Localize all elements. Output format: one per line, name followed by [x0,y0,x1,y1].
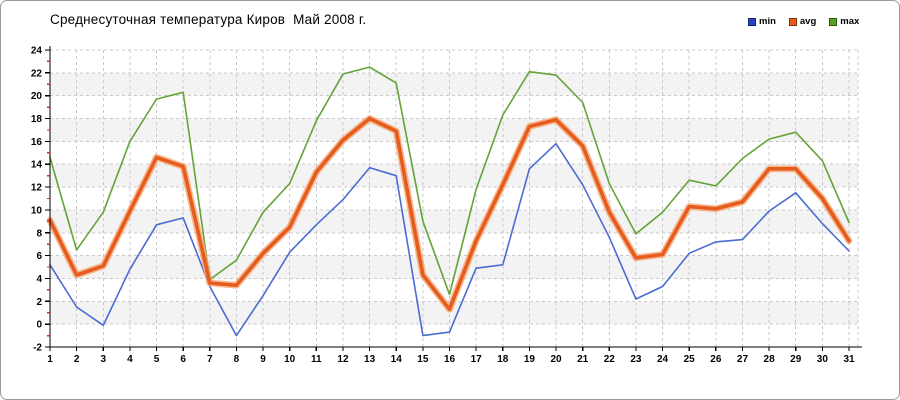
chart-title: Среднесуточная температура Киров Май 200… [50,12,367,27]
x-tick-label: 10 [284,354,296,365]
y-tick-label: -2 [33,343,42,354]
y-tick-label: 10 [31,205,43,216]
x-tick-label: 19 [524,354,536,365]
plot-bands [50,72,858,325]
y-tick-label: 20 [31,91,43,102]
x-tick-label: 22 [604,354,616,365]
x-tick-label: 27 [737,354,749,365]
x-tick-label: 9 [260,354,266,365]
x-tick-label: 17 [471,354,483,365]
x-tick-label: 15 [417,354,429,365]
x-tick-label: 18 [497,354,509,365]
x-tick-label: 20 [550,354,562,365]
x-tick-label: 1 [47,354,53,365]
legend-label-min: min [759,16,776,27]
y-tick-label: 14 [31,160,43,171]
x-tick-label: 21 [577,354,589,365]
y-tick-label: 18 [31,114,43,125]
min-series-line [49,142,850,337]
x-tick-label: 3 [100,354,106,365]
max-series-swatch [829,17,838,26]
x-tick-label: 5 [154,354,160,365]
y-tick-label: 6 [36,251,42,262]
y-tick-label: 16 [31,137,43,148]
x-tick-label: 2 [74,354,80,365]
y-tick-label: 8 [36,228,42,239]
x-tick-label: 31 [843,354,855,365]
y-tick-label: 2 [36,297,42,308]
x-tick-label: 8 [234,354,240,365]
x-tick-label: 6 [180,354,186,365]
gridlines [50,49,859,347]
y-tick-label: 24 [31,46,43,57]
x-tick-label: 28 [764,354,776,365]
legend-label-avg: avg [799,16,817,27]
legend-label-max: max [840,16,860,27]
x-tick-label: 16 [444,354,456,365]
y-tick-label: 0 [36,320,42,331]
x-tick-label: 25 [684,354,696,365]
x-tick-label: 29 [790,354,802,365]
y-tick-label: 22 [31,68,43,79]
x-tick-label: 14 [391,354,403,365]
y-tick-label: 4 [36,274,42,285]
x-tick-label: 26 [710,354,722,365]
x-tick-label: 7 [207,354,213,365]
x-tick-label: 24 [657,354,669,365]
x-tick-label: 30 [817,354,829,365]
avg-series-swatch [788,17,797,26]
x-tick-label: 13 [364,354,376,365]
legend-item-max: max [829,16,859,27]
y-tick-label: 12 [31,183,43,194]
x-tick-label: 4 [127,354,133,365]
x-axis-ticks-labels: 1 2 3 4 5 6 7 8 9 10 11 12 13 14 15 16 17 18 19 20 21 22 23 24 2… [47,347,855,365]
x-tick-label: 12 [337,354,349,365]
x-tick-label: 23 [630,354,642,365]
avg-series-line [48,116,851,312]
legend-item-min: min [748,16,776,27]
max-series-line [49,66,850,296]
x-tick-label: 11 [311,354,322,365]
legend-item-avg: avg [788,16,817,27]
legend: min avg max [748,16,859,27]
min-series-swatch [748,17,756,26]
